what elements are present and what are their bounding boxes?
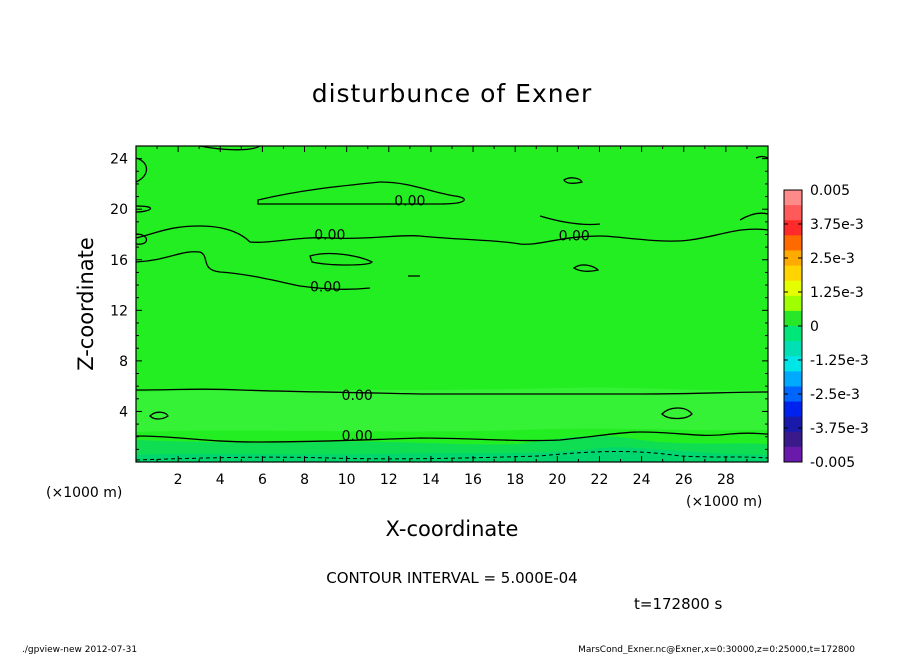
contour-label: 0.00	[342, 428, 373, 444]
colorbar-label: 2.5e-3	[810, 251, 855, 267]
x-axis-label: X-coordinate	[386, 517, 519, 541]
contour-label: 0.00	[342, 388, 373, 404]
y-tick-label: 8	[119, 354, 128, 370]
colorbar-label: -1.25e-3	[810, 353, 869, 369]
colorbar-segment	[784, 220, 802, 236]
plot-area: 0.000.00 0.000.000.000.00 2 4 6 8 10 12 14 16 18 2…	[110, 145, 769, 488]
y-axis-label: Z-coordinate	[74, 237, 98, 371]
colorbar-segment	[784, 326, 802, 342]
contour-interval: CONTOUR INTERVAL = 5.000E-04	[326, 569, 577, 587]
x-tick-label: 18	[506, 472, 524, 488]
colorbar: 0.005 3.75e-3 2.5e-3 1.25e-3 0 -1.25e-3 -2.5e-…	[783, 183, 869, 471]
x-axis: 2 4 6 8 10 12 14 16 18 20 22 24 26 28	[156, 146, 748, 488]
colorbar-segment	[784, 446, 802, 463]
x-tick-label: 12	[380, 472, 398, 488]
time-label: t=172800 s	[634, 595, 722, 613]
colorbar-segment	[784, 341, 802, 357]
colorbar-segment	[784, 235, 802, 251]
contour-label: 0.00	[310, 279, 341, 295]
footer-left: ./gpview-new 2012-07-31	[22, 645, 137, 654]
colorbar-segment	[784, 310, 802, 327]
x-tick-label: 2	[174, 472, 183, 488]
bottom-band-darker	[136, 447, 768, 462]
y-tick-label: 4	[119, 404, 128, 420]
contour-label: 0.00	[559, 229, 590, 245]
x-tick-label: 24	[633, 472, 651, 488]
colorbar-segment	[784, 265, 802, 282]
y-tick-label: 12	[110, 303, 128, 319]
x-tick-label: 28	[717, 472, 735, 488]
colorbar-segment	[784, 190, 802, 206]
x-tick-label: 20	[548, 472, 566, 488]
y-axis: 4 8 12 16 20 24	[110, 152, 768, 450]
contour-label: 0.00	[394, 193, 425, 209]
colorbar-segment	[784, 250, 802, 267]
colorbar-segment	[784, 371, 802, 387]
colorbar-label: 3.75e-3	[810, 217, 864, 233]
colorbar-segment	[784, 416, 802, 433]
x-tick-label: 16	[464, 472, 482, 488]
chart-title: disturbunce of Exner	[312, 79, 593, 108]
x-tick-label: 22	[591, 472, 609, 488]
colorbar-label: 0.005	[810, 183, 850, 199]
colorbar-segment	[784, 386, 802, 403]
lower-band-light	[136, 387, 768, 432]
contour-lines-upper	[135, 145, 769, 290]
colorbar-segment	[784, 431, 802, 448]
x-tick-label: 8	[300, 472, 309, 488]
y-tick-label: 16	[110, 253, 128, 269]
x-tick-label: 14	[422, 472, 440, 488]
colorbar-segment	[784, 280, 802, 297]
footer-right: MarsCond_Exner.nc@Exner,x=0:30000,z=0:25…	[578, 645, 855, 654]
x-unit-left: (×1000 m)	[46, 485, 122, 501]
contour-label: 0.00	[314, 227, 345, 243]
colorbar-segment	[784, 295, 802, 312]
colorbar-label: -3.75e-3	[810, 421, 869, 437]
contour-label-layer: 0.00 0.00 0.00 0.00 0.00 0.00	[310, 193, 590, 444]
x-unit-right: (×1000 m)	[686, 494, 762, 510]
colorbar-label: 1.25e-3	[810, 285, 864, 301]
colorbar-label: -2.5e-3	[810, 387, 860, 403]
contour-lines-lower	[135, 388, 769, 443]
y-tick-label: 24	[110, 152, 128, 168]
x-tick-label: 6	[258, 472, 267, 488]
colorbar-label: 0	[810, 319, 819, 335]
colorbar-segment	[784, 356, 802, 372]
x-tick-label: 10	[338, 472, 356, 488]
colorbar-segment	[784, 401, 802, 418]
y-tick-label: 20	[110, 202, 128, 218]
x-tick-label: 26	[675, 472, 693, 488]
contour-line-dashed	[135, 451, 769, 461]
x-tick-label: 4	[216, 472, 225, 488]
colorbar-label: -0.005	[810, 455, 855, 471]
colorbar-segment	[784, 205, 802, 221]
